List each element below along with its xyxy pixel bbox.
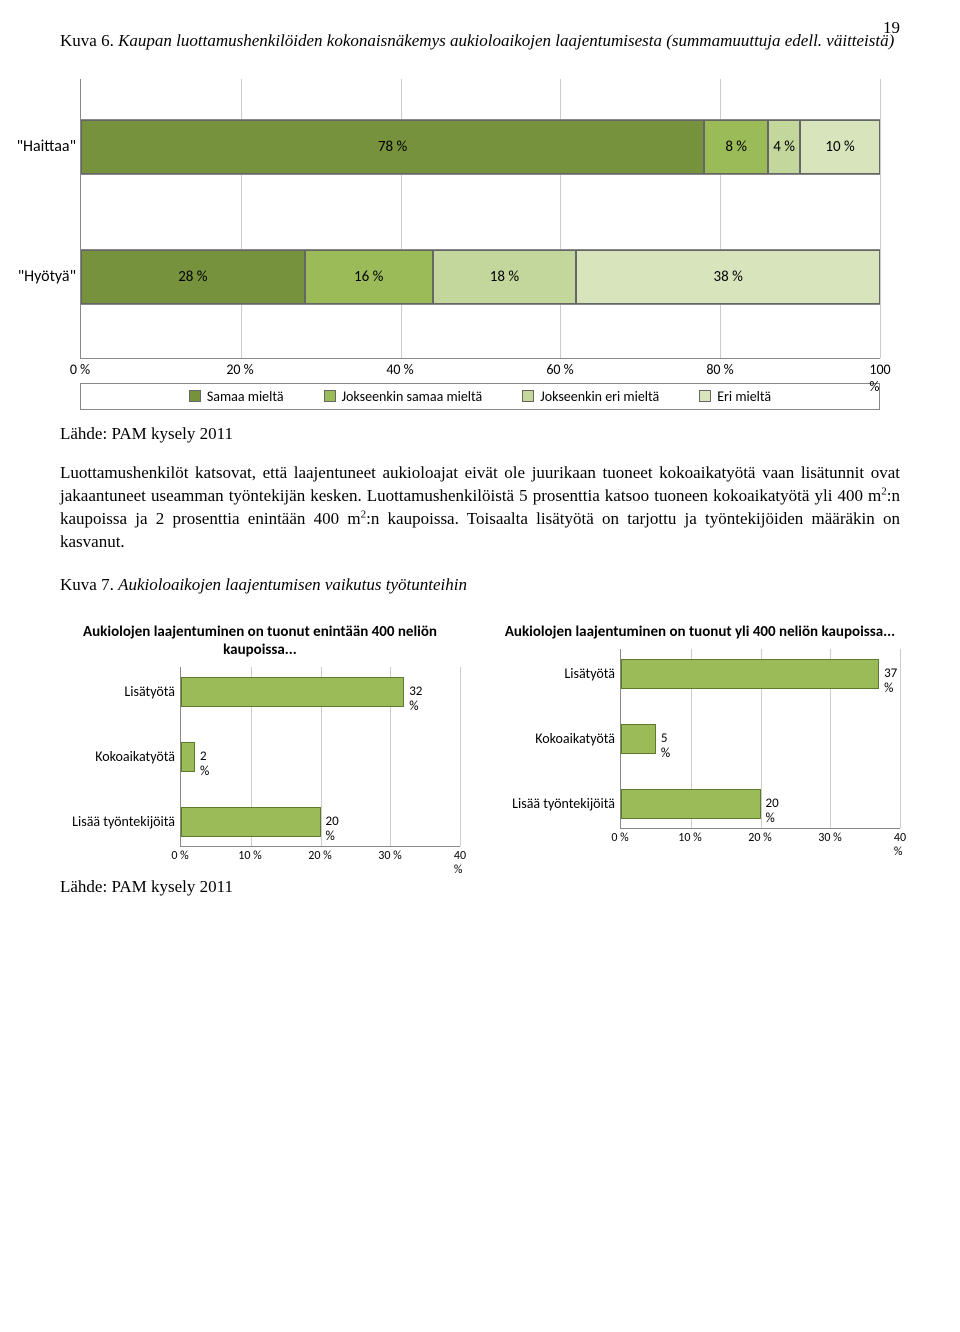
source-1: Lähde: PAM kysely 2011 [60,424,900,444]
small-chart-right-ticks: 0 %10 %20 %30 %40 % [620,831,900,849]
legend-swatch [324,390,336,402]
figure-6-title: Kuva 6. Kaupan luottamushenkilöiden koko… [60,30,900,53]
small-chart-left-plot: Lisätyötä32 % Kokoaikatyötä2 % Lisää työnt… [180,667,460,847]
small-chart-bar-label: Lisätyötä [57,683,175,700]
chart-1-legend-item: Eri mieltä [699,388,771,405]
chart-1-segment: 28 % [81,250,305,304]
small-chart-bar-label: Kokoaikatyötä [497,730,615,747]
chart-1-segment: 38 % [576,250,880,304]
chart-1-bar: 28 %16 %18 %38 % [81,249,880,305]
small-chart-bar-value: 2 % [200,749,209,779]
chart-1-legend-item: Jokseenkin samaa mieltä [324,388,483,405]
small-chart-bar: Kokoaikatyötä5 % [621,724,656,754]
small-chart-left-ticks: 0 %10 %20 %30 %40 % [180,849,460,867]
chart-1-category-label: "Hyötyä" [0,267,76,286]
page-number: 19 [883,18,900,38]
small-chart-bar-value: 32 % [409,684,422,714]
legend-label: Jokseenkin samaa mieltä [342,388,483,405]
small-chart-bar: Kokoaikatyötä2 % [181,742,195,772]
chart-1-x-tick: 100 % [869,361,890,395]
chart-1-row: "Hyötyä"28 %16 %18 %38 % [81,249,880,305]
small-chart-x-tick: 40 % [454,849,466,877]
legend-swatch [189,390,201,402]
small-chart-bar: Lisätyötä32 % [181,677,404,707]
small-chart-x-tick: 30 % [818,831,841,845]
chart-1-plot: "Haittaa"78 %8 %4 %10 % "Hyötyä"28 %16 %1… [80,79,880,359]
legend-label: Samaa mieltä [207,388,284,405]
small-chart-x-tick: 0 % [171,849,188,863]
small-chart-left-title: Aukiolojen laajentuminen on tuonut enint… [60,623,460,659]
legend-label: Jokseenkin eri mieltä [540,388,659,405]
small-chart-x-tick: 10 % [238,849,261,863]
chart-1-legend-item: Samaa mieltä [189,388,284,405]
body-p1: Luottamushenkilöt katsovat, että laajent… [60,463,900,505]
legend-swatch [699,390,711,402]
legend-swatch [522,390,534,402]
small-chart-left: Aukiolojen laajentuminen on tuonut enint… [60,623,460,867]
small-chart-x-tick: 0 % [611,831,628,845]
small-chart-x-tick: 20 % [748,831,771,845]
small-chart-bar-label: Lisää työntekijöitä [57,813,175,830]
small-chart-x-tick: 30 % [378,849,401,863]
chart-1-bar: 78 %8 %4 %10 % [81,119,880,175]
small-chart-right-plot: Lisätyötä37 % Kokoaikatyötä5 % Lisää työnt… [620,649,900,829]
chart-1-segment: 78 % [81,120,704,174]
chart-1-segment: 18 % [433,250,577,304]
small-chart-right-title: Aukiolojen laajentuminen on tuonut yli 4… [500,623,900,641]
small-chart-bar-value: 37 % [884,666,897,696]
chart-1: "Haittaa"78 %8 %4 %10 % "Hyötyä"28 %16 %1… [80,79,880,410]
small-chart-bar: Lisää työntekijöitä20 % [621,789,761,819]
chart-1-x-tick: 80 % [706,361,733,378]
small-chart-x-tick: 10 % [678,831,701,845]
chart-1-x-ticks: 0 %20 %40 %60 %80 %100 % [80,361,880,381]
source-2: Lähde: PAM kysely 2011 [60,877,900,897]
figure-6-body: Kaupan luottamushenkilöiden kokonaisnäke… [118,31,894,50]
small-chart-bar-value: 5 % [661,731,670,761]
chart-1-segment: 16 % [305,250,433,304]
small-chart-right: Aukiolojen laajentuminen on tuonut yli 4… [500,623,900,867]
chart-1-segment: 10 % [800,120,880,174]
chart-1-segment: 4 % [768,120,800,174]
small-chart-x-tick: 40 % [894,831,906,859]
small-chart-bar-label: Lisätyötä [497,665,615,682]
chart-1-x-tick: 60 % [546,361,573,378]
chart-1-category-label: "Haittaa" [0,137,76,156]
figure-6-prefix: Kuva 6. [60,31,118,50]
chart-1-legend-item: Jokseenkin eri mieltä [522,388,659,405]
chart-1-row: "Haittaa"78 %8 %4 %10 % [81,119,880,175]
chart-1-segment: 8 % [704,120,768,174]
body-paragraph: Luottamushenkilöt katsovat, että laajent… [60,462,900,554]
small-chart-x-tick: 20 % [308,849,331,863]
chart-1-x-tick: 20 % [226,361,253,378]
chart-1-x-tick: 0 % [70,361,90,378]
figure-7-prefix: Kuva 7. [60,575,118,594]
figure-7-title: Kuva 7. Aukioloaikojen laajentumisen vai… [60,574,900,597]
small-chart-bar-value: 20 % [766,796,779,826]
chart-1-legend: Samaa mieltä Jokseenkin samaa mieltä Jokse… [80,383,880,410]
small-chart-bar-value: 20 % [326,814,339,844]
small-chart-bar: Lisätyötä37 % [621,659,879,689]
legend-label: Eri mieltä [717,388,771,405]
small-chart-bar-label: Lisää työntekijöitä [497,795,615,812]
figure-7-body: Aukioloaikojen laajentumisen vaikutus ty… [118,575,467,594]
small-chart-bar: Lisää työntekijöitä20 % [181,807,321,837]
small-chart-bar-label: Kokoaikatyötä [57,748,175,765]
small-charts-row: Aukiolojen laajentuminen on tuonut enint… [60,623,900,867]
chart-1-x-tick: 40 % [386,361,413,378]
